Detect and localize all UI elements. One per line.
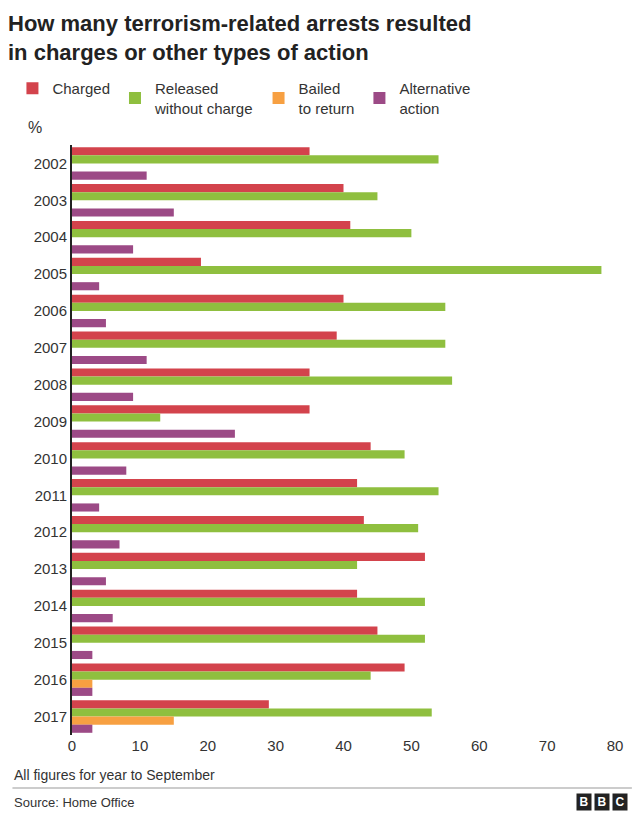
svg-text:0: 0 — [68, 737, 76, 754]
svg-text:80: 80 — [607, 737, 624, 754]
svg-text:Source: Home Office: Source: Home Office — [14, 795, 134, 810]
svg-text:%: % — [28, 119, 42, 136]
svg-text:Alternativeaction: Alternativeaction — [399, 80, 470, 117]
svg-text:50: 50 — [403, 737, 420, 754]
svg-text:2007: 2007 — [34, 339, 67, 356]
svg-text:2014: 2014 — [34, 597, 67, 614]
svg-text:C: C — [616, 795, 625, 809]
svg-text:2011: 2011 — [35, 487, 67, 504]
svg-text:2003: 2003 — [34, 192, 67, 209]
svg-text:10: 10 — [132, 737, 149, 754]
svg-text:Charged: Charged — [52, 80, 110, 97]
svg-text:2010: 2010 — [34, 450, 67, 467]
svg-text:B: B — [580, 795, 589, 809]
svg-text:2005: 2005 — [34, 265, 67, 282]
svg-text:2017: 2017 — [34, 708, 67, 725]
svg-text:2009: 2009 — [34, 413, 67, 430]
svg-text:All figures for year to Septem: All figures for year to September — [14, 767, 215, 783]
svg-text:20: 20 — [199, 737, 216, 754]
svg-text:2015: 2015 — [34, 634, 67, 651]
svg-text:2012: 2012 — [34, 523, 67, 540]
svg-text:B: B — [598, 795, 607, 809]
svg-text:2008: 2008 — [34, 376, 67, 393]
svg-text:2013: 2013 — [34, 560, 67, 577]
svg-text:60: 60 — [471, 737, 488, 754]
svg-text:How many terrorism-related arr: How many terrorism-related arrests resul… — [8, 11, 471, 65]
svg-text:Releasedwithout charge: Releasedwithout charge — [154, 80, 253, 117]
svg-text:Bailedto return: Bailedto return — [299, 80, 355, 117]
svg-text:2002: 2002 — [34, 155, 67, 172]
svg-text:40: 40 — [335, 737, 352, 754]
svg-text:70: 70 — [539, 737, 556, 754]
svg-text:30: 30 — [267, 737, 284, 754]
svg-text:2004: 2004 — [34, 228, 67, 245]
svg-text:2016: 2016 — [34, 671, 67, 688]
svg-text:2006: 2006 — [34, 302, 67, 319]
